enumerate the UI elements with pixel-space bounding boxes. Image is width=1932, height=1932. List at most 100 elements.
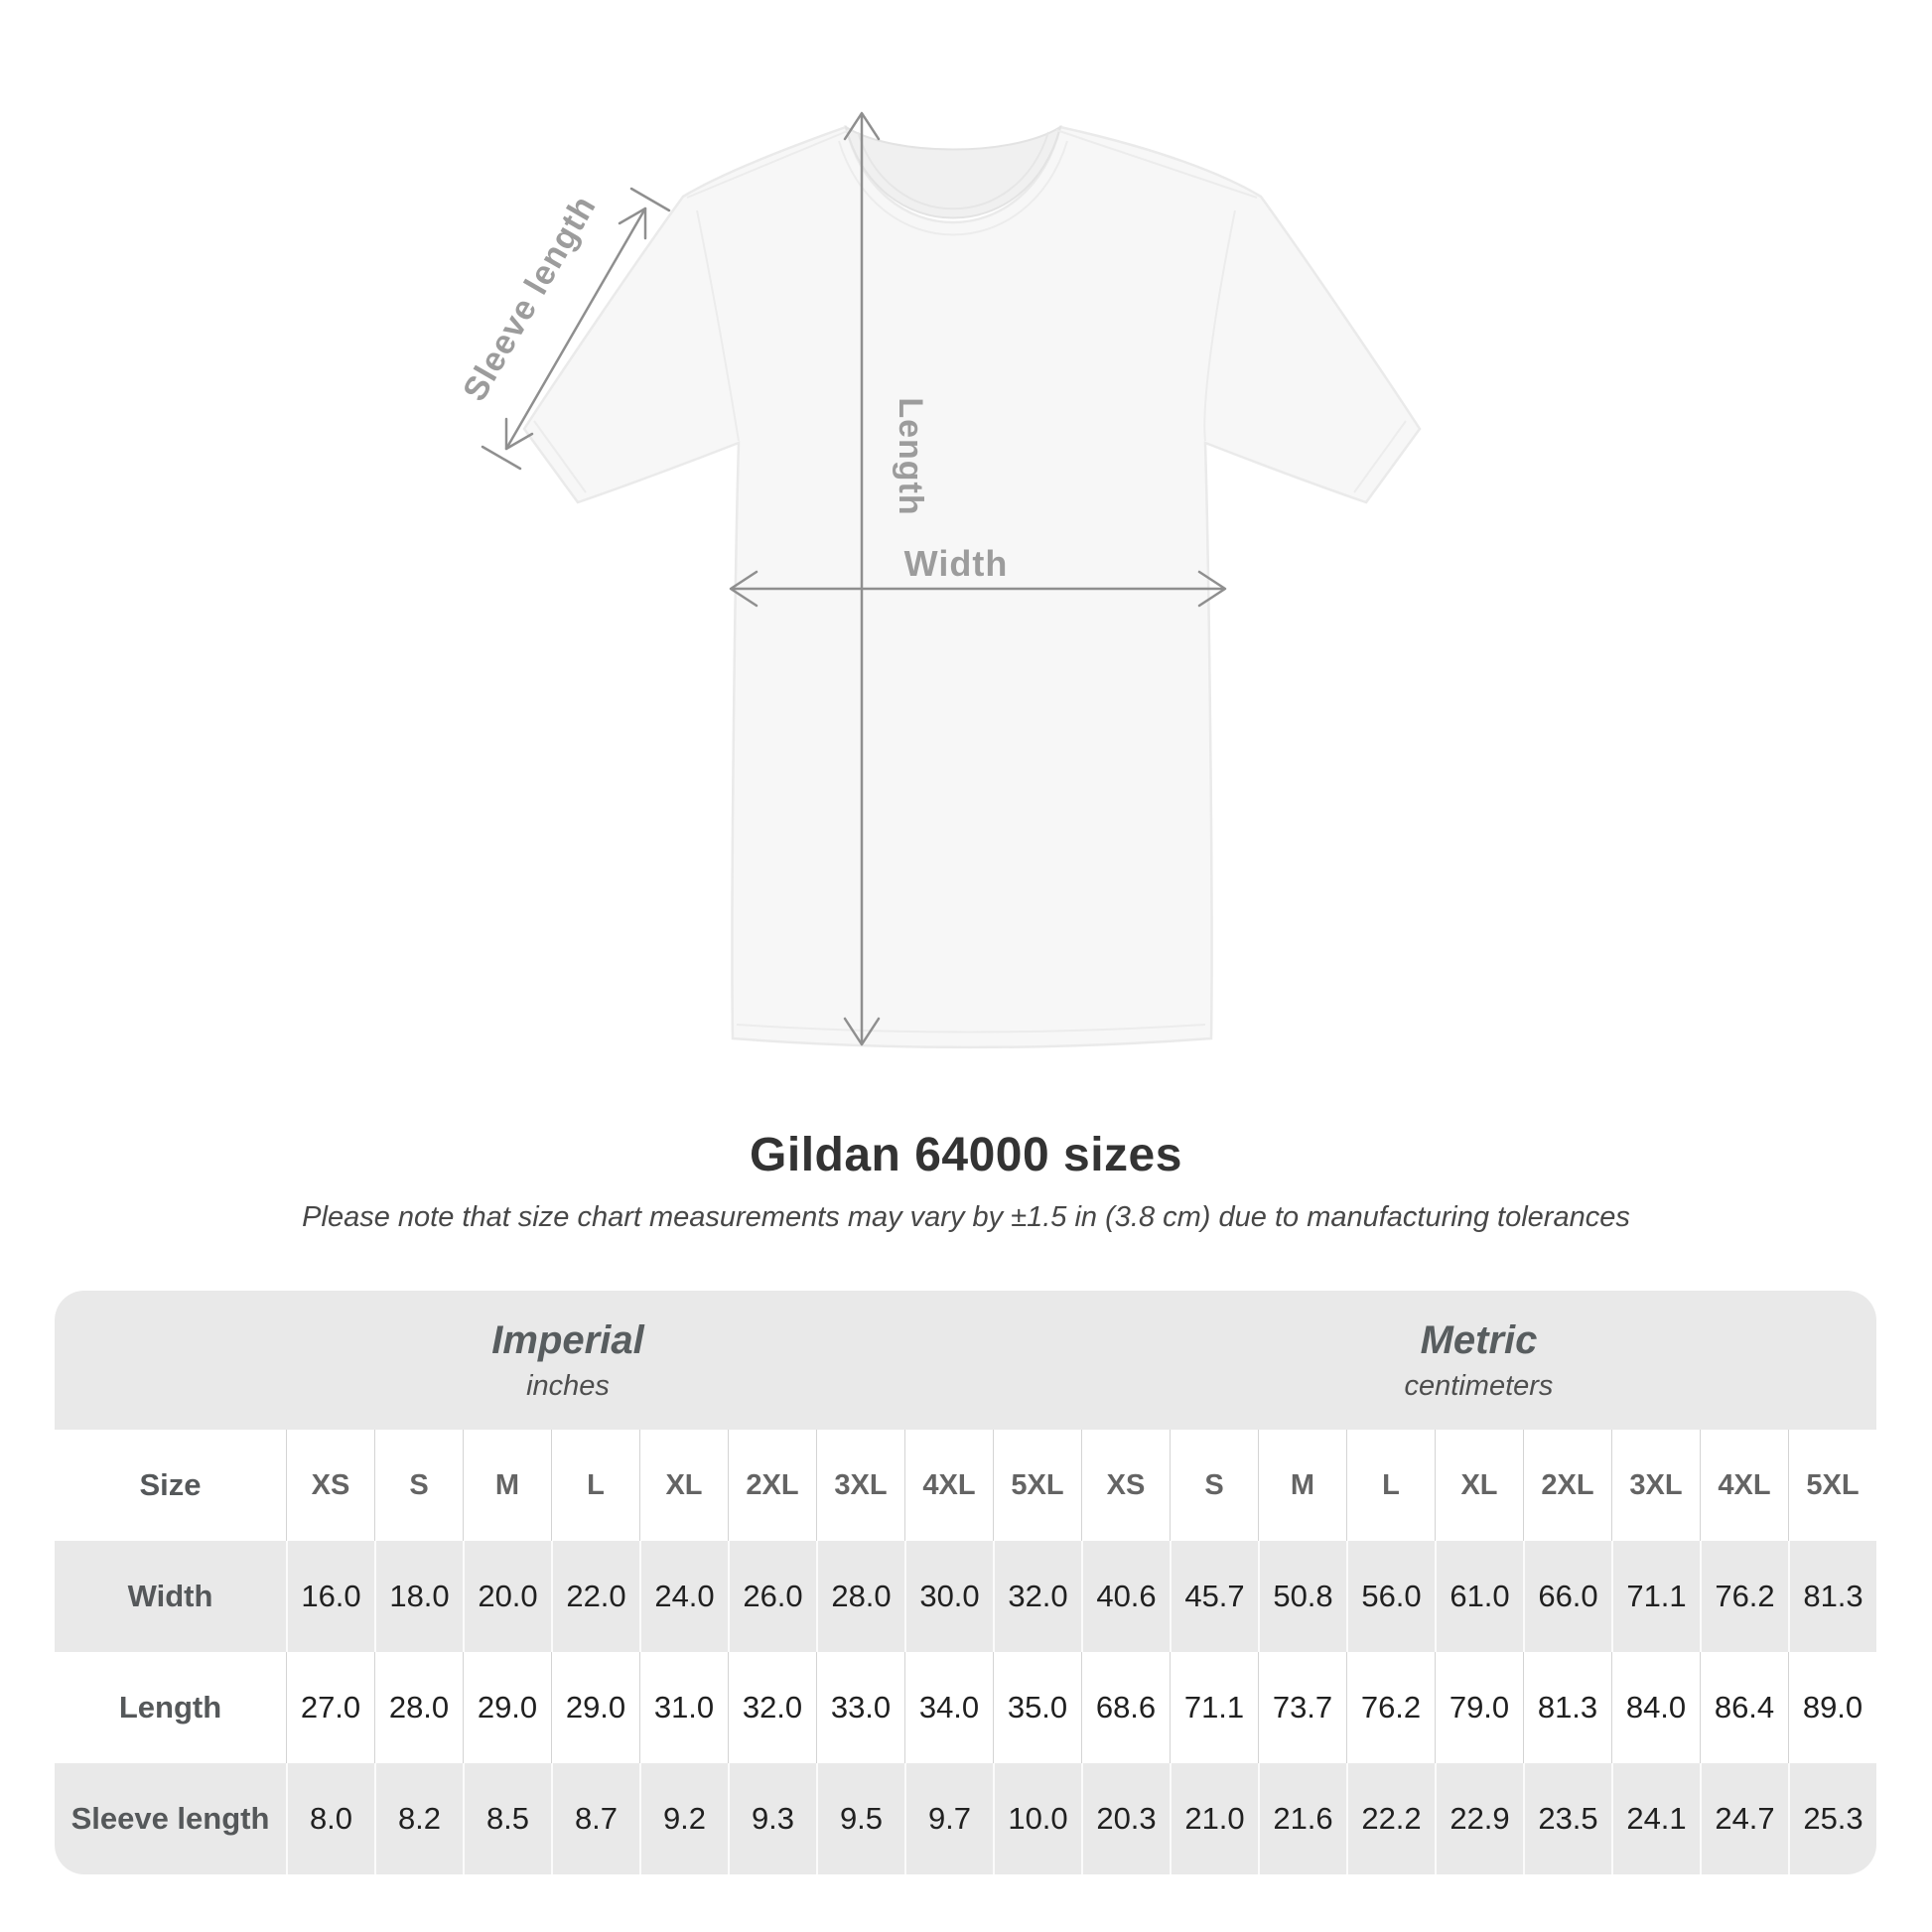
length-value: 31.0 <box>639 1652 728 1763</box>
size-col-header: 4XL <box>1700 1430 1788 1541</box>
sleeve-value: 8.0 <box>286 1763 374 1874</box>
length-value: 73.7 <box>1258 1652 1346 1763</box>
sleeve-value: 23.5 <box>1523 1763 1611 1874</box>
width-value: 20.0 <box>463 1541 551 1652</box>
width-value: 28.0 <box>816 1541 904 1652</box>
sleeve-row-label: Sleeve length <box>70 1801 270 1836</box>
metric-unit: centimeters <box>1404 1369 1554 1402</box>
sleeve-length-arrow <box>481 187 671 471</box>
width-value: 45.7 <box>1170 1541 1258 1652</box>
sleeve-value: 8.2 <box>374 1763 463 1874</box>
tolerance-note: Please note that size chart measurements… <box>302 1201 1630 1233</box>
metric-header: Metric centimeters <box>1081 1291 1876 1430</box>
length-arrow <box>843 111 881 1046</box>
tshirt-collar-seam <box>838 140 1068 236</box>
length-value: 71.1 <box>1170 1652 1258 1763</box>
length-value: 68.6 <box>1081 1652 1170 1763</box>
width-value: 71.1 <box>1611 1541 1700 1652</box>
length-value: 86.4 <box>1700 1652 1788 1763</box>
size-col-header: M <box>1258 1430 1346 1541</box>
width-value: 32.0 <box>993 1541 1081 1652</box>
tshirt-seams <box>533 129 1407 1034</box>
length-value: 29.0 <box>551 1652 639 1763</box>
sleeve-value: 9.2 <box>639 1763 728 1874</box>
length-value: 76.2 <box>1346 1652 1435 1763</box>
size-col-header: XL <box>1435 1430 1523 1541</box>
size-col-header: XL <box>639 1430 728 1541</box>
sleeve-value: 10.0 <box>993 1763 1081 1874</box>
size-col-header: S <box>1170 1430 1258 1541</box>
size-col-header: 2XL <box>728 1430 816 1541</box>
sleeve-value: 22.9 <box>1435 1763 1523 1874</box>
size-col-header: 4XL <box>904 1430 993 1541</box>
size-table: Imperial inches Metric centimeters Size … <box>55 1291 1876 1874</box>
length-value: 29.0 <box>463 1652 551 1763</box>
tshirt-collar-rim <box>857 131 1049 210</box>
tshirt-graphic <box>522 124 1422 1049</box>
width-row: Width 16.0 18.0 20.0 22.0 24.0 26.0 28.0… <box>55 1541 1876 1652</box>
length-value: 33.0 <box>816 1652 904 1763</box>
size-row-label: Size <box>139 1467 202 1502</box>
length-value: 79.0 <box>1435 1652 1523 1763</box>
sleeve-value: 24.7 <box>1700 1763 1788 1874</box>
size-col-header: L <box>551 1430 639 1541</box>
width-value: 50.8 <box>1258 1541 1346 1652</box>
width-value: 56.0 <box>1346 1541 1435 1652</box>
width-value: 40.6 <box>1081 1541 1170 1652</box>
page-title: Gildan 64000 sizes <box>750 1129 1182 1181</box>
size-col-header: XS <box>1081 1430 1170 1541</box>
sleeve-length-row: Sleeve length 8.0 8.2 8.5 8.7 9.2 9.3 9.… <box>55 1763 1876 1874</box>
size-col-header: 2XL <box>1523 1430 1611 1541</box>
length-label: Length <box>892 397 929 515</box>
width-arrow <box>729 570 1227 608</box>
imperial-unit: inches <box>526 1369 610 1402</box>
width-label: Width <box>904 543 1009 584</box>
width-row-label: Width <box>127 1579 213 1613</box>
width-value: 18.0 <box>374 1541 463 1652</box>
sleeve-value: 9.5 <box>816 1763 904 1874</box>
size-col-header: 3XL <box>1611 1430 1700 1541</box>
unit-header-row: Imperial inches Metric centimeters <box>55 1291 1876 1430</box>
width-value: 22.0 <box>551 1541 639 1652</box>
length-value: 81.3 <box>1523 1652 1611 1763</box>
sleeve-value: 8.5 <box>463 1763 551 1874</box>
sleeve-value: 8.7 <box>551 1763 639 1874</box>
size-col-header: 3XL <box>816 1430 904 1541</box>
length-value: 32.0 <box>728 1652 816 1763</box>
length-value: 35.0 <box>993 1652 1081 1763</box>
width-value: 66.0 <box>1523 1541 1611 1652</box>
width-value: 24.0 <box>639 1541 728 1652</box>
size-col-header: 5XL <box>993 1430 1081 1541</box>
width-value: 76.2 <box>1700 1541 1788 1652</box>
size-col-header: L <box>1346 1430 1435 1541</box>
length-value: 28.0 <box>374 1652 463 1763</box>
sleeve-value: 9.3 <box>728 1763 816 1874</box>
sleeve-value: 20.3 <box>1081 1763 1170 1874</box>
size-col-header: 5XL <box>1788 1430 1876 1541</box>
length-value: 84.0 <box>1611 1652 1700 1763</box>
sleeve-value: 21.0 <box>1170 1763 1258 1874</box>
sleeve-value: 21.6 <box>1258 1763 1346 1874</box>
size-header-row: Size XS S M L XL 2XL 3XL 4XL 5XL XS S M … <box>55 1430 1876 1541</box>
length-row-label: Length <box>118 1690 222 1725</box>
tshirt-body <box>522 125 1422 1049</box>
length-value: 27.0 <box>286 1652 374 1763</box>
length-value: 89.0 <box>1788 1652 1876 1763</box>
sleeve-value: 25.3 <box>1788 1763 1876 1874</box>
imperial-header: Imperial inches <box>55 1291 1081 1430</box>
size-col-header: XS <box>286 1430 374 1541</box>
sleeve-value: 22.2 <box>1346 1763 1435 1874</box>
tshirt-collar <box>844 124 1062 219</box>
sleeve-value: 24.1 <box>1611 1763 1700 1874</box>
tshirt-measurement-diagram: Sleeve length Length Width <box>456 111 1422 1049</box>
size-col-header: S <box>374 1430 463 1541</box>
imperial-title: Imperial <box>491 1317 644 1362</box>
length-value: 34.0 <box>904 1652 993 1763</box>
sleeve-value: 9.7 <box>904 1763 993 1874</box>
width-value: 30.0 <box>904 1541 993 1652</box>
size-col-header: M <box>463 1430 551 1541</box>
length-row: Length 27.0 28.0 29.0 29.0 31.0 32.0 33.… <box>55 1652 1876 1763</box>
width-value: 81.3 <box>1788 1541 1876 1652</box>
width-value: 26.0 <box>728 1541 816 1652</box>
